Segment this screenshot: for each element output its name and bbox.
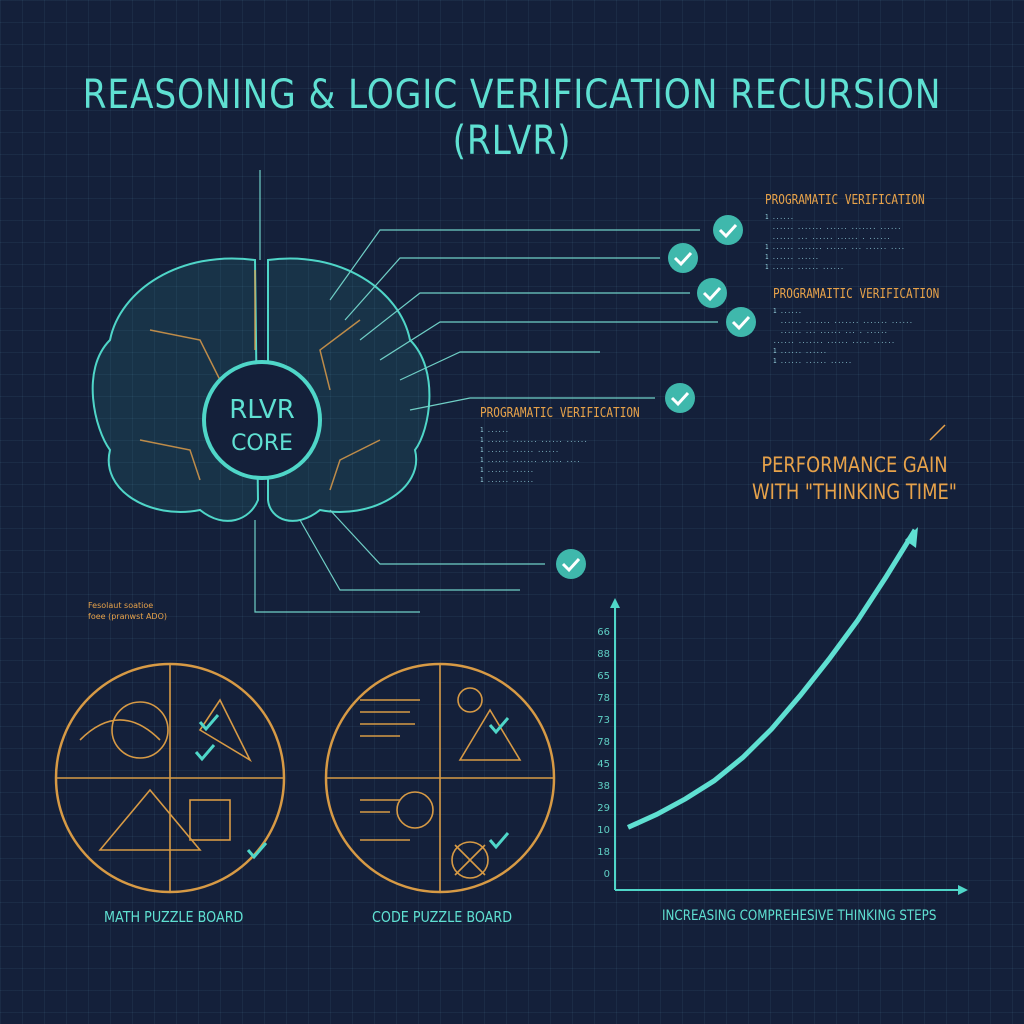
check-icon <box>194 714 268 860</box>
y-tick-label: 73 <box>597 715 610 726</box>
verification-block-2: PROGRAMAITIC VERIFICATION 1 ...... .....… <box>773 287 939 366</box>
verification-details: 1 ...... ...... ....... ....... ....... … <box>773 307 913 365</box>
curve-arrowhead <box>905 527 918 548</box>
verification-details: 1 ...... ...... ....... ...... ....... .… <box>765 213 905 271</box>
verification-checkmarks <box>556 215 756 579</box>
y-tick-label: 0 <box>603 869 610 880</box>
board-note: Fesolaut soatioe foee (pranwst ADO) <box>88 600 167 622</box>
gain-line: PERFORMANCE GAIN <box>761 453 948 477</box>
code-puzzle-board <box>324 662 556 894</box>
y-tick-label: 38 <box>597 781 610 792</box>
x-axis-label: INCREASING COMPREHESIVE THINKING STEPS <box>662 908 937 924</box>
verification-block-1: PROGRAMATIC VERIFICATION 1 ...... ......… <box>765 193 925 272</box>
verification-heading: PROGRAMATIC VERIFICATION <box>480 406 640 421</box>
y-axis-arrow <box>610 598 620 608</box>
y-tick-label: 29 <box>597 803 610 814</box>
verification-details: 1 ...... 1 ...... ....... ...... ...... … <box>480 426 588 484</box>
y-tick-label: 18 <box>597 847 610 858</box>
check-icon <box>556 549 586 579</box>
y-tick-label: 10 <box>597 825 610 836</box>
core-label-line2: CORE <box>231 431 293 456</box>
math-board-label: MATH PUZZLE BOARD <box>104 908 244 926</box>
performance-curve <box>626 528 918 830</box>
code-board-label: CODE PUZZLE BOARD <box>372 908 513 926</box>
verification-heading: PROGRAMATIC VERIFICATION <box>765 193 925 208</box>
performance-gain-label: PERFORMANCE GAIN WITH "THINKING TIME" <box>752 452 957 506</box>
x-axis-arrow <box>958 885 968 895</box>
page-title: REASONING & LOGIC VERIFICATION RECURSION… <box>82 72 942 164</box>
check-icon <box>726 307 756 337</box>
math-puzzle-board <box>54 662 286 894</box>
y-tick-label: 78 <box>597 737 610 748</box>
core-label-line1: RLVR <box>229 395 295 425</box>
connector-lines <box>254 170 718 613</box>
gain-line: WITH "THINKING TIME" <box>752 480 957 504</box>
verification-block-3: PROGRAMATIC VERIFICATION 1 ...... 1 ....… <box>480 406 640 485</box>
check-icon <box>713 215 743 245</box>
core-circle <box>202 360 322 480</box>
y-tick-label: 88 <box>597 649 610 660</box>
check-icon <box>665 383 695 413</box>
note-line: Fesolaut soatioe <box>88 601 154 610</box>
performance-chart <box>610 424 968 895</box>
brain-illustration <box>91 257 431 522</box>
y-tick-label: 78 <box>597 693 610 704</box>
gain-pointer-arrow <box>929 424 946 441</box>
y-tick-label: 66 <box>597 627 610 638</box>
verification-heading: PROGRAMAITIC VERIFICATION <box>773 287 940 302</box>
note-line: foee (pranwst ADO) <box>88 612 167 621</box>
check-icon <box>697 278 727 308</box>
check-icon <box>488 717 510 850</box>
check-icon <box>668 243 698 273</box>
y-tick-label: 45 <box>597 759 610 770</box>
y-tick-label: 65 <box>597 671 610 682</box>
